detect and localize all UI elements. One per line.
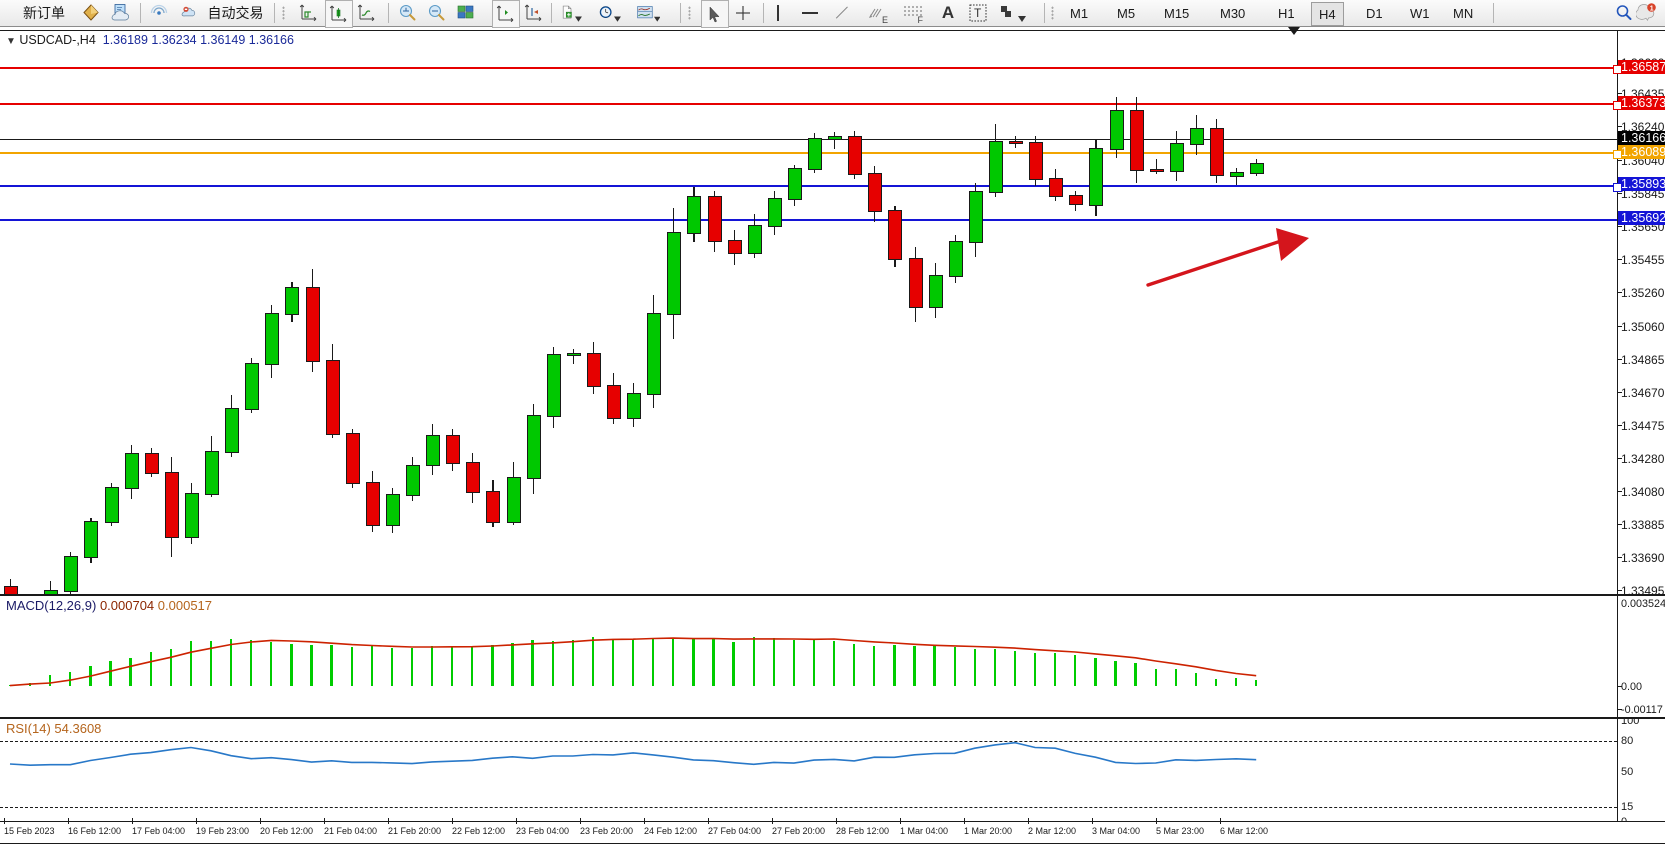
svg-text:T: T <box>974 6 982 20</box>
svg-text:1: 1 <box>1650 5 1654 12</box>
